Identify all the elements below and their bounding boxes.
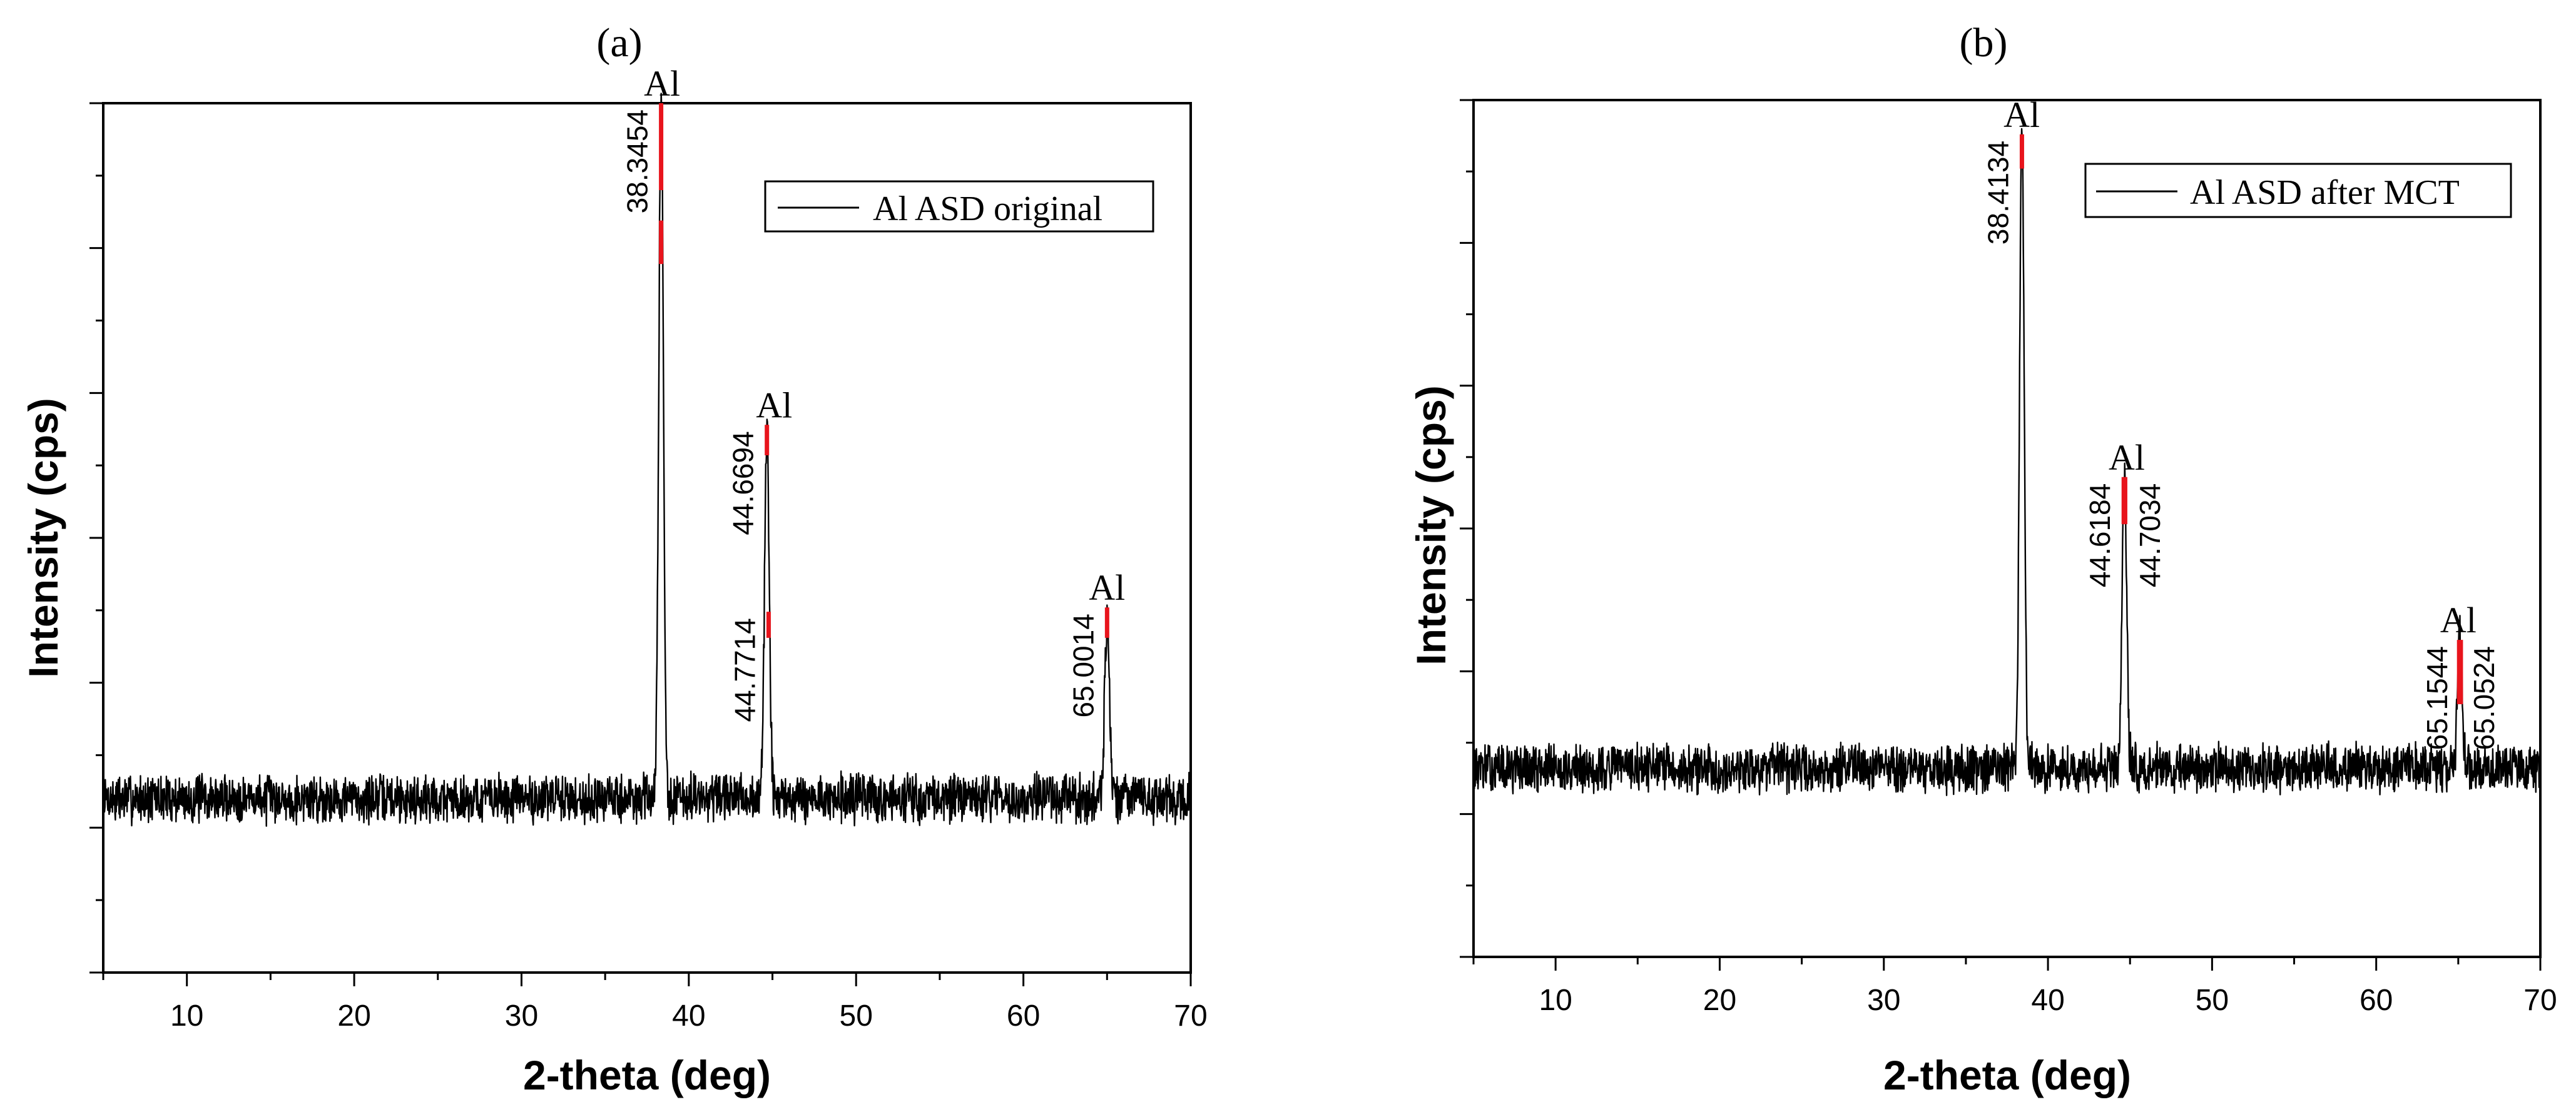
panel-a-legend-label: Al ASD original (873, 190, 1102, 228)
x-tick-label: 20 (337, 999, 370, 1033)
panel-a-label: (a) (596, 20, 642, 66)
peak-value-label: 44.6184 (2084, 483, 2116, 587)
panel-a-series-line (102, 93, 1192, 827)
x-tick-label: 60 (2360, 984, 2393, 1017)
panel-b-legend: Al ASD after MCT (2084, 163, 2512, 218)
panel-a-y-axis (89, 102, 103, 974)
x-tick-label: 20 (1703, 984, 1736, 1017)
peak-value-label: 65.0524 (2468, 646, 2500, 750)
x-tick-label: 40 (2031, 984, 2064, 1017)
panel-b-peak-annotations: 38.4134 44.6184 44.7034 65.1544 65.0524 (1982, 141, 2500, 751)
panel-b: (b) 10 20 30 40 50 60 70 38.4134 44.6184 44.7034… (1408, 20, 2557, 1098)
x-tick-label: 50 (2196, 984, 2229, 1017)
peak-value-label: 38.4134 (1982, 141, 2014, 245)
panel-a-peak-markers (659, 103, 1109, 638)
panel-a-phase-labels: Al Al Al (644, 63, 1125, 608)
panel-a-x-axis: 10 20 30 40 50 60 70 (102, 973, 1208, 1033)
series-line (1472, 128, 2542, 796)
peak-value-label: 44.6694 (727, 431, 760, 535)
panel-a-peak-annotations: 38.3454 44.6694 44.7714 65.0014 (621, 109, 1100, 722)
series-line (102, 93, 1192, 827)
panel-b-phase-labels: Al Al Al (2003, 94, 2477, 640)
panel-a: (a) 10 20 30 40 50 60 70 38.3454 44.6694 44.7714… (20, 20, 1208, 1098)
panel-b-x-axis: 10 20 30 40 50 60 70 (1472, 957, 2557, 1017)
phase-label: Al (2440, 600, 2477, 640)
x-tick-label: 70 (2523, 984, 2557, 1017)
panel-b-peak-markers (2019, 134, 2463, 704)
panel-a-x-axis-title: 2-theta (deg) (523, 1052, 771, 1098)
x-tick-label: 10 (1539, 984, 1572, 1017)
phase-label: Al (1089, 567, 1125, 608)
panel-b-label: (b) (1960, 20, 2008, 66)
x-tick-label: 10 (170, 999, 203, 1033)
x-tick-label: 60 (1007, 999, 1040, 1033)
x-tick-label: 50 (840, 999, 873, 1033)
peak-value-label: 44.7034 (2134, 483, 2166, 587)
x-tick-label: 30 (505, 999, 538, 1033)
peak-value-label: 44.7714 (728, 618, 761, 722)
peak-value-label: 65.0014 (1067, 614, 1099, 717)
x-tick-label: 30 (1867, 984, 1900, 1017)
peak-value-label: 38.3454 (621, 109, 654, 213)
panel-b-x-axis-title: 2-theta (deg) (1883, 1052, 2131, 1098)
panel-b-y-axis (1460, 99, 1474, 958)
phase-label: Al (644, 63, 680, 104)
phase-label: Al (2109, 437, 2145, 478)
panel-b-y-axis-title: Intensity (cps) (1408, 385, 1454, 665)
peak-value-label: 65.1544 (2421, 646, 2453, 750)
panel-a-legend: Al ASD original (764, 180, 1154, 233)
panel-a-y-axis-title: Intensity (cps) (20, 398, 66, 677)
panel-a-plot-frame (102, 102, 1192, 974)
phase-label: Al (2003, 94, 2040, 135)
x-tick-label: 40 (672, 999, 705, 1033)
phase-label: Al (756, 385, 792, 425)
x-tick-label: 70 (1174, 999, 1207, 1033)
panel-b-series-line (1472, 128, 2542, 796)
panel-b-legend-label: Al ASD after MCT (2190, 173, 2460, 212)
